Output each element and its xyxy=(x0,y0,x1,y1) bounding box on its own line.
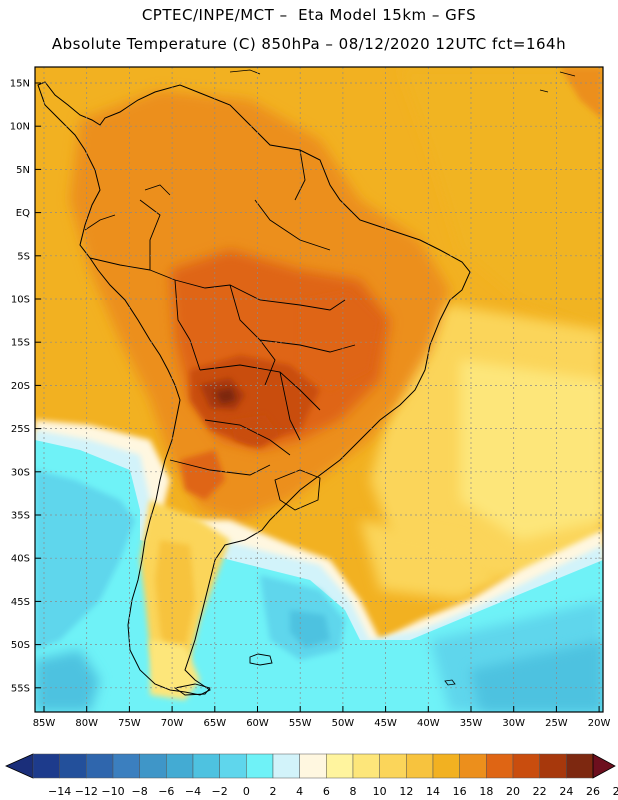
colorbar-label: −2 xyxy=(212,785,228,798)
map-frame xyxy=(34,66,604,713)
colorbar-label: 20 xyxy=(506,785,520,798)
lat-label: 50S xyxy=(11,640,30,651)
chart-title-line-1: CPTEC/INPE/MCT – Eta Model 15km – GFS xyxy=(141,6,477,24)
lat-label: 5S xyxy=(17,251,30,262)
lat-label: 15N xyxy=(10,79,30,90)
colorbar-swatch xyxy=(352,753,380,779)
lon-label: 55W xyxy=(289,718,312,729)
colorbar-swatch xyxy=(272,753,300,779)
temperature-field xyxy=(35,67,603,712)
colorbar-label: 10 xyxy=(373,785,387,798)
lon-label: 70W xyxy=(161,718,184,729)
colorbar-label: −8 xyxy=(132,785,148,798)
lat-label: 40S xyxy=(11,554,30,565)
lat-label: 45S xyxy=(11,597,30,608)
colorbar-label: −6 xyxy=(158,785,174,798)
lon-label: 75W xyxy=(118,718,141,729)
colorbar-swatch xyxy=(219,753,247,779)
lon-label: 35W xyxy=(460,718,483,729)
colorbar-label: 24 xyxy=(559,785,573,798)
lon-label: 85W xyxy=(33,718,56,729)
colorbar-swatch xyxy=(379,753,407,779)
colorbar-label: 16 xyxy=(453,785,467,798)
colorbar-label: 8 xyxy=(350,785,357,798)
colorbar-labels: −14 −12 −10 −8 −6 −4 −2 0 2 4 6 8 10 12 14 16 18 20 22 24 26… xyxy=(48,785,618,798)
colorbar-label: 12 xyxy=(399,785,413,798)
colorbar-label: 18 xyxy=(479,785,493,798)
chart-title-line-2: Absolute Temperature (C) 850hPa – 08/12/… xyxy=(51,35,567,53)
lon-label: 25W xyxy=(545,718,568,729)
lat-label: 30S xyxy=(11,467,30,478)
colorbar-label: 4 xyxy=(296,785,303,798)
colorbar-swatch xyxy=(86,753,114,779)
colorbar-swatch xyxy=(192,753,220,779)
colorbar-swatch xyxy=(512,753,540,779)
colorbar-label: −4 xyxy=(185,785,201,798)
longitude-labels: 85W 80W 75W 70W 65W 60W 55W 50W 45W 40W 35W 30W 25W 2… xyxy=(33,706,611,729)
colorbar-swatch xyxy=(486,753,514,779)
lon-label: 20W xyxy=(588,718,611,729)
lat-label: 35S xyxy=(11,511,30,522)
colorbar-label: −14 xyxy=(48,785,71,798)
colorbar-max-arrow xyxy=(592,753,616,779)
lon-label: 40W xyxy=(417,718,440,729)
lon-label: 45W xyxy=(374,718,397,729)
colorbar-swatch xyxy=(166,753,194,779)
colorbar-swatch xyxy=(539,753,567,779)
colorbar-label: 26 xyxy=(586,785,600,798)
colorbar-label: −12 xyxy=(75,785,98,798)
lat-label: 20S xyxy=(11,381,30,392)
colorbar-swatch xyxy=(112,753,140,779)
colorbar-label: 2 xyxy=(270,785,277,798)
lon-label: 50W xyxy=(332,718,355,729)
colorbar-swatch xyxy=(566,753,594,779)
colorbar-swatch xyxy=(406,753,434,779)
lat-label: 10S xyxy=(11,295,30,306)
lat-label: 5N xyxy=(16,165,30,176)
lon-label: 65W xyxy=(203,718,226,729)
colorbar-label: 22 xyxy=(533,785,547,798)
lat-label: 55S xyxy=(11,683,30,694)
latitude-labels: 15N 10N 5N EQ 5S 10S 15S 20S 25S 30S 35S 40S 45S 50S 5… xyxy=(10,79,41,694)
colorbar-label: 6 xyxy=(323,785,330,798)
lon-label: 80W xyxy=(75,718,98,729)
colorbar-swatch xyxy=(32,753,60,779)
colorbar xyxy=(5,753,616,779)
lat-label: EQ xyxy=(16,208,30,219)
colorbar-swatch xyxy=(326,753,354,779)
colorbar-swatch xyxy=(246,753,274,779)
lon-label: 30W xyxy=(502,718,525,729)
colorbar-swatch xyxy=(139,753,167,779)
colorbar-min-arrow xyxy=(5,753,34,779)
colorbar-swatch xyxy=(432,753,460,779)
colorbar-label: 28 xyxy=(613,785,618,798)
lon-label: 60W xyxy=(246,718,269,729)
lat-label: 15S xyxy=(11,338,30,349)
colorbar-swatch xyxy=(299,753,327,779)
colorbar-label: 14 xyxy=(426,785,440,798)
colorbar-label: 0 xyxy=(243,785,250,798)
colorbar-label: −10 xyxy=(101,785,124,798)
lat-label: 25S xyxy=(11,424,30,435)
lat-label: 10N xyxy=(10,122,30,133)
colorbar-swatch xyxy=(459,753,487,779)
colorbar-swatch xyxy=(59,753,87,779)
